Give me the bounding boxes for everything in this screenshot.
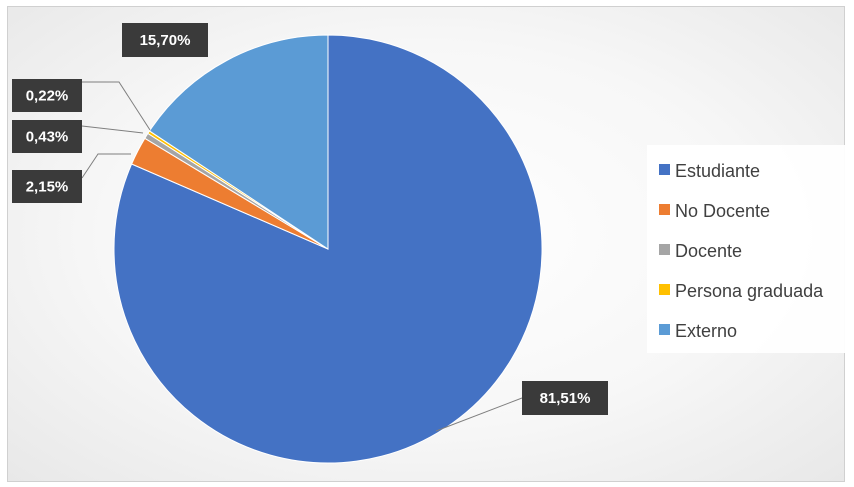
legend-item-externo: Externo (647, 311, 848, 351)
legend-swatch-docente (659, 243, 670, 255)
legend-swatch-no-docente (659, 203, 670, 215)
data-label-box-externo (122, 23, 208, 57)
data-label-docente: 0,43% (12, 120, 82, 153)
data-label-no-docente: 2,15% (12, 170, 82, 203)
data-label-text-estudiante: 81,51% (540, 390, 591, 407)
legend-swatch-persona-graduada (659, 283, 670, 295)
data-label-box-estudiante (522, 381, 608, 415)
data-label-estudiante: 81,51% (522, 381, 608, 415)
legend-swatch-externo (659, 323, 670, 335)
data-label-box-persona-graduada (12, 79, 82, 112)
data-label-box-no-docente (12, 170, 82, 203)
leader-line-no-docente (81, 153, 131, 179)
leader-line-persona-graduada (82, 81, 151, 131)
legend-label-estudiante: Estudiante (675, 161, 761, 181)
legend-item-estudiante: Estudiante (647, 151, 848, 191)
data-label-text-persona-graduada: 0,22% (26, 88, 69, 105)
leader-line-docente (81, 125, 144, 134)
legend-label-externo: Externo (675, 321, 738, 341)
data-label-externo: 15,70% (122, 23, 208, 57)
data-label-text-no-docente: 2,15% (26, 179, 69, 196)
data-label-text-externo: 15,70% (140, 32, 191, 49)
legend: Estudiante No Docente Docente Persona gr… (647, 145, 848, 353)
legend-item-no-docente: No Docente (647, 191, 848, 231)
legend-item-docente: Docente (647, 231, 848, 271)
legend-swatch-estudiante (659, 163, 670, 175)
legend-label-no-docente: No Docente (675, 201, 771, 221)
data-label-persona-graduada: 0,22% (12, 79, 82, 112)
legend-label-persona-graduada: Persona graduada (675, 281, 824, 301)
data-label-text-docente: 0,43% (26, 129, 69, 146)
legend-item-persona-graduada: Persona graduada (647, 271, 848, 311)
pie-slice-externo (148, 34, 329, 250)
legend-label-docente: Docente (675, 241, 743, 261)
data-label-box-docente (12, 120, 82, 153)
leader-line-estudiante (435, 397, 523, 432)
